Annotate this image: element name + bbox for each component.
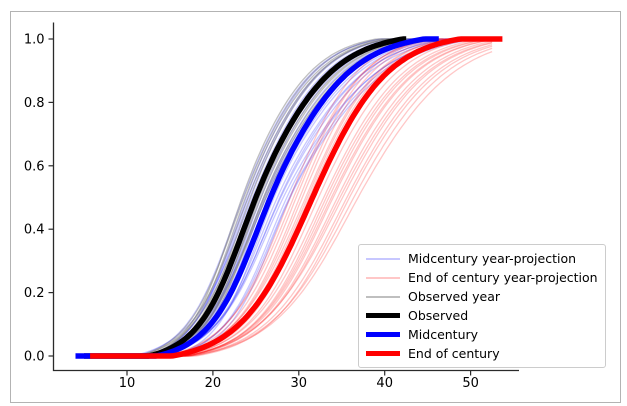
y-tick-label: 0.0 [24, 350, 45, 365]
legend-line-sample [366, 295, 400, 298]
x-tick-label: 30 [291, 376, 308, 391]
legend-label: Observed year [408, 289, 500, 304]
legend-item-observed: Observed [366, 306, 605, 325]
legend: Midcentury year-projection End of centur… [358, 244, 606, 368]
x-tick-label: 40 [376, 376, 393, 391]
axes: 10 20 30 40 50 0.0 0.2 0.4 0.6 0.8 1.0 [24, 22, 519, 391]
y-tick-label: 1.0 [24, 33, 45, 48]
x-tick-label: 50 [462, 376, 479, 391]
legend-label: End of century [408, 346, 500, 361]
legend-label: Midcentury [408, 327, 479, 342]
legend-item-midcentury: Midcentury [366, 325, 605, 344]
axis-spines [52, 22, 519, 372]
legend-label: Midcentury year-projection [408, 251, 577, 266]
legend-label: End of century year-projection [408, 270, 598, 285]
legend-item-end-of-century: End of century [366, 344, 605, 363]
legend-line-sample [366, 351, 400, 356]
legend-line-sample [366, 276, 400, 279]
series-end-of-century [89, 36, 503, 359]
y-tick-label: 0.2 [24, 286, 45, 301]
x-tick-label: 20 [205, 376, 222, 391]
legend-line-sample [366, 313, 400, 318]
legend-item-observed-year: Observed year [366, 287, 605, 306]
x-tick-label: 10 [119, 376, 136, 391]
legend-label: Observed [408, 308, 469, 323]
legend-line-sample [366, 257, 400, 260]
y-tick-label: 0.6 [24, 159, 45, 174]
y-tick-label: 0.8 [24, 96, 45, 111]
y-tick-label: 0.4 [24, 223, 45, 238]
legend-item-end-of-century-year-projection: End of century year-projection [366, 268, 605, 287]
legend-item-midcentury-year-projection: Midcentury year-projection [366, 249, 605, 268]
legend-line-sample [366, 332, 400, 337]
